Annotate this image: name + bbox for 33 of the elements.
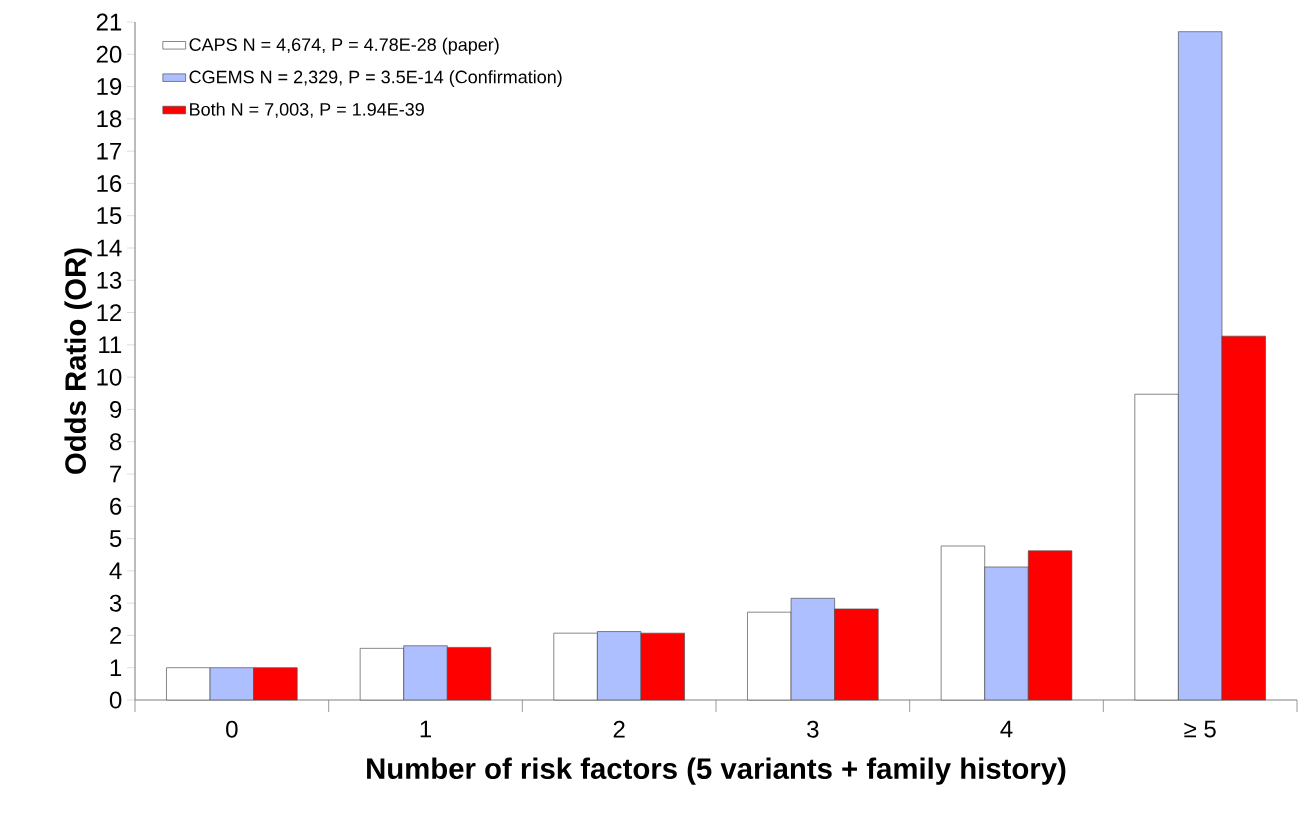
y-tick-label: 11 <box>99 336 122 354</box>
y-tick-label: 14 <box>97 239 122 257</box>
y-tick-label: 16 <box>97 174 122 192</box>
x-tick-label: 1 <box>420 720 431 738</box>
x-tick-label: 2 <box>613 720 625 738</box>
y-tick-label: 21 <box>96 13 122 31</box>
x-tick-label: 3 <box>807 720 819 738</box>
y-tick-label: 15 <box>97 207 122 225</box>
y-tick-label: 17 <box>97 142 122 160</box>
y-tick-label: 7 <box>110 465 122 483</box>
y-tick-label: 20 <box>96 45 122 63</box>
legend-label: Both N = 7,003, P = 1.94E-39 <box>190 102 424 118</box>
legend-label: CGEMS N = 2,329, P = 3.5E-14 (Confirmation) <box>189 70 562 87</box>
y-tick-label: 6 <box>110 497 122 515</box>
y-tick-label: 18 <box>97 110 122 128</box>
x-tick-label: 0 <box>226 720 238 738</box>
x-tick-label: 4 <box>1000 720 1013 738</box>
y-tick-label: 4 <box>109 562 122 580</box>
y-tick-label: 2 <box>110 627 122 644</box>
y-tick-label: 10 <box>97 368 122 386</box>
x-tick-label: ≥ 5 <box>1184 720 1216 738</box>
y-tick-label: 8 <box>109 433 122 451</box>
y-tick-label: 13 <box>97 271 122 289</box>
x-axis-title: Number of risk factors (5 variants + family history) <box>367 757 1066 785</box>
y-tick-label: 5 <box>109 530 122 547</box>
y-tick-label: 9 <box>110 400 122 418</box>
y-axis-title: Odds Ratio (OR) <box>64 248 92 474</box>
y-tick-label: 1 <box>110 659 122 676</box>
y-tick-label: 3 <box>109 594 122 612</box>
legend-label: CAPS N = 4,674, P = 4.78E-28 (paper) <box>189 37 499 55</box>
y-tick-label: 0 <box>109 691 122 709</box>
y-tick-label: 12 <box>97 304 122 321</box>
y-tick-label: 19 <box>97 78 122 96</box>
